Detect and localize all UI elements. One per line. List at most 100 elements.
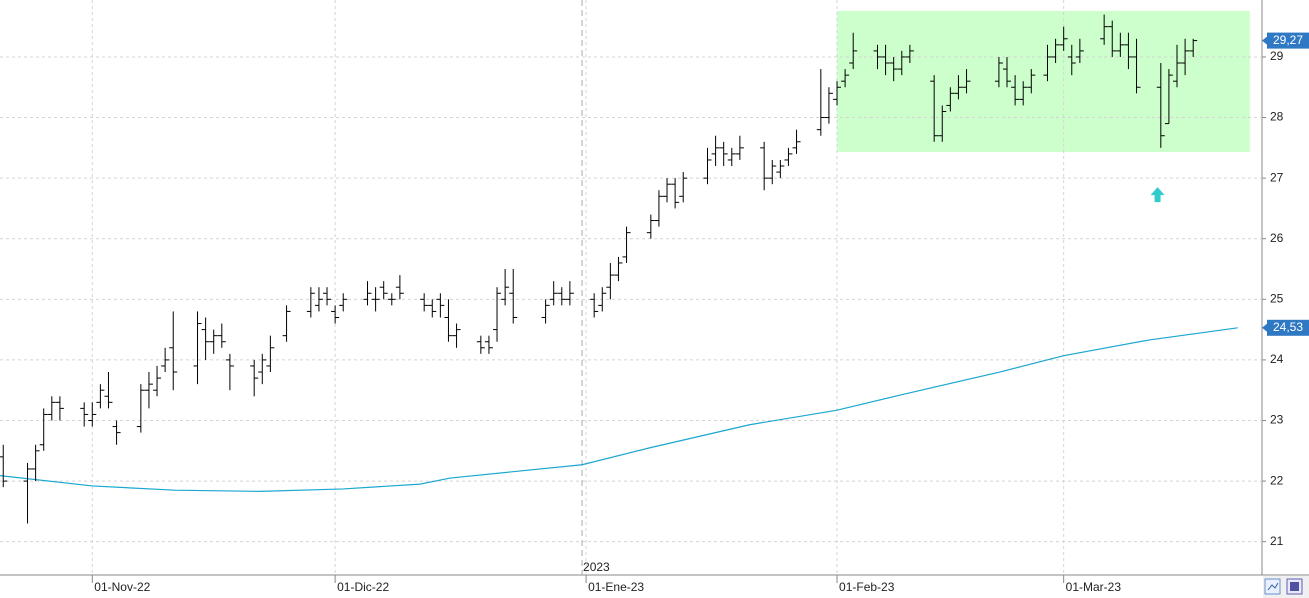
ohlc-bar: [816, 69, 825, 136]
ohlc-bar: [306, 287, 315, 318]
ohlc-bar: [881, 44, 890, 76]
ohlc-bar: [331, 305, 340, 324]
ohlc-bar: [250, 359, 259, 397]
ohlc-bar: [1108, 20, 1117, 57]
ohlc-bar: [1011, 75, 1020, 106]
ohlc-bar: [225, 353, 234, 391]
ohlc-bar: [606, 262, 615, 300]
ma-tag: [1267, 319, 1309, 336]
ohlc-bar: [314, 287, 323, 312]
tag-pointer: [1262, 323, 1267, 332]
y-tick-label: 22: [1270, 473, 1284, 487]
moving-average: [0, 327, 1238, 492]
ohlc-bar: [1100, 14, 1109, 45]
ohlc-bar: [549, 281, 558, 306]
ohlc-bar: [622, 226, 631, 263]
ohlc-bar: [31, 444, 40, 482]
y-tick-label: 27: [1270, 170, 1284, 184]
tag-label: 24,53: [1273, 320, 1303, 334]
ohlc-bar: [501, 269, 510, 306]
ohlc-bar: [1075, 38, 1084, 64]
ohlc-bar: [39, 408, 48, 451]
ohlc-bar: [1051, 38, 1060, 64]
ohlc-bar: [371, 287, 380, 312]
ohlc-bar: [153, 365, 162, 397]
ohlc-bar: [323, 287, 332, 306]
ohlc-bar: [136, 384, 145, 433]
ohlc-bar: [841, 69, 850, 88]
ohlc-bar: [0, 444, 8, 488]
zoom-button[interactable]: [1264, 578, 1281, 595]
ohlc-bar: [258, 353, 267, 385]
tag-pointer: [1262, 36, 1267, 45]
ohlc-bar: [897, 50, 906, 76]
ohlc-bar: [282, 305, 291, 342]
ohlc-bar: [80, 402, 89, 427]
ohlc-bar: [1189, 38, 1198, 57]
ohlc-bar: [363, 281, 372, 306]
ohlc-bar: [1059, 26, 1068, 51]
ohlc-bar: [711, 135, 720, 167]
x-tick-label: 01-Dic-22: [337, 580, 389, 594]
ohlc-bar: [1019, 81, 1028, 106]
year-label: 2023: [583, 560, 610, 574]
ohlc-bar: [476, 335, 485, 354]
ohlc-bar: [193, 311, 202, 385]
range-box: [837, 10, 1250, 153]
x-tick-label: 01-Mar-23: [1066, 580, 1122, 594]
zoom-icon: [1267, 582, 1279, 591]
ohlc-bar: [209, 329, 218, 354]
ohlc-bar: [663, 178, 672, 203]
ohlc-bar: [1164, 69, 1173, 125]
ohlc-bar: [88, 402, 97, 427]
ohlc-bar: [266, 335, 275, 373]
ohlc-bar: [646, 214, 655, 239]
ohlc-bar: [161, 347, 170, 373]
ohlc-bar: [557, 287, 566, 306]
ohlc-bar: [339, 293, 348, 312]
ohlc-bar: [541, 299, 550, 324]
ohlc-bar: [379, 281, 388, 300]
ohlc-bar: [428, 299, 437, 318]
ohlc-bar: [104, 372, 113, 409]
ohlc-bar: [938, 105, 947, 142]
ohlc-bar: [387, 293, 396, 306]
y-tick-label: 23: [1270, 413, 1284, 427]
y-tick-label: 26: [1270, 231, 1284, 245]
y-tick-label: 28: [1270, 110, 1284, 124]
ohlc-bar: [824, 87, 833, 124]
ohlc-bar: [760, 141, 769, 191]
ohlc-bar: [1181, 38, 1190, 76]
ohlc-bar: [590, 293, 599, 318]
ohlc-bar: [784, 147, 793, 167]
ohlc-bar: [654, 190, 663, 227]
ohlc-bar: [55, 396, 64, 421]
ohlc-bar: [436, 293, 445, 318]
ohlc-bar: [217, 323, 226, 348]
ohlc-bar: [201, 317, 210, 360]
ohlc-bar: [614, 256, 623, 282]
ohlc-bar: [47, 396, 56, 421]
ohlc-bar: [962, 69, 971, 94]
ohlc-bar: [735, 135, 744, 160]
ohlc-bar: [727, 147, 736, 167]
ohlc-bar: [1124, 32, 1133, 70]
ohlc-bar: [493, 287, 502, 342]
y-tick-label: 25: [1270, 291, 1284, 305]
ohlc-bar: [719, 141, 728, 167]
ohlc-bar: [112, 420, 121, 445]
ohlc-bar: [598, 287, 607, 312]
ohlc-bar: [792, 129, 801, 154]
save-icon: [1290, 582, 1299, 591]
y-tick-label: 21: [1270, 534, 1284, 548]
ohlc-bar: [509, 269, 518, 324]
ohlc-bar: [1003, 56, 1012, 88]
ohlc-bar: [768, 159, 777, 185]
ohlc-bar: [1156, 63, 1165, 148]
ohlc-bar: [671, 178, 680, 209]
ohlc-bar: [1132, 38, 1141, 94]
ohlc-bar: [930, 75, 939, 142]
ohlc-bar: [169, 311, 178, 391]
ohlc-bar: [144, 372, 153, 409]
